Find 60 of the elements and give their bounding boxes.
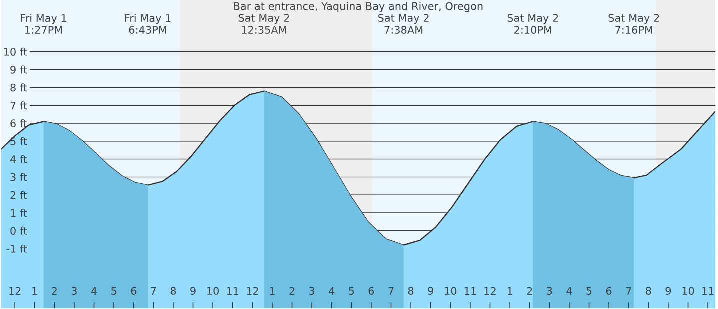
x-tick-label: 12: [247, 287, 258, 296]
x-tick-label: 2: [290, 287, 295, 296]
x-tick-label: 7: [626, 287, 632, 296]
x-tick-label: 7: [388, 287, 394, 296]
annotation: Fri May 1: [125, 14, 171, 24]
annotation: Sat May 2: [378, 14, 429, 24]
x-tick-label: 11: [464, 287, 476, 296]
x-tick-label: 3: [72, 287, 77, 296]
x-tick-label: 12: [10, 287, 21, 296]
y-tick-label: 7 ft: [10, 102, 28, 110]
annotation: Fri May 1: [21, 14, 66, 24]
x-tick-label: 5: [586, 287, 592, 296]
x-tick-label: 3: [310, 287, 315, 296]
x-tick-label: 12: [484, 287, 496, 296]
chart-title: Bar at entrance, Yaquina Bay and River, Oregon: [234, 2, 483, 12]
annotation: 1:27PM: [26, 26, 62, 34]
x-tick-label: 9: [190, 287, 196, 296]
y-tick-label: 6 ft: [10, 120, 28, 128]
y-tick-label: 10 ft: [4, 48, 28, 56]
x-tick-label: 4: [329, 287, 335, 296]
x-tick-label: 10: [208, 287, 219, 296]
x-tick-label: 8: [170, 287, 176, 296]
annotation: Sat May 2: [508, 14, 558, 24]
x-tick-label: 8: [408, 287, 414, 296]
x-tick-label: 6: [131, 287, 137, 296]
x-tick-label: 5: [349, 287, 354, 296]
x-tick-label: 11: [227, 287, 239, 296]
x-tick-label: 7: [151, 287, 156, 296]
y-tick-label: -1 ft: [6, 244, 28, 253]
x-tick-label: 6: [606, 287, 612, 296]
annotation: Sat May 2: [608, 14, 660, 24]
y-tick-label: 9 ft: [10, 66, 28, 74]
y-tick-label: 0 ft: [10, 226, 28, 236]
y-tick-label: 1 ft: [11, 209, 28, 218]
x-tick-label: 9: [666, 287, 672, 296]
x-tick-label: 2: [52, 287, 57, 296]
x-tick-label: 4: [91, 287, 97, 296]
x-tick-label: 1: [270, 287, 275, 296]
annotation: 7:16PM: [616, 26, 652, 34]
x-tick-label: 10: [682, 287, 694, 296]
x-tick-label: 6: [368, 287, 374, 296]
annotation: 7:38AM: [384, 26, 423, 34]
annotation: Sat May 2: [238, 14, 290, 24]
y-tick-label: 8 ft: [10, 84, 28, 92]
x-tick-label: 10: [445, 287, 457, 296]
annotation: 6:43PM: [129, 26, 166, 34]
x-tick-label: 5: [112, 287, 116, 296]
annotation: 2:10PM: [514, 26, 552, 34]
x-tick-label: 9: [428, 287, 434, 296]
x-tick-label: 2: [527, 287, 532, 296]
x-tick-label: 1: [32, 287, 38, 296]
y-tick-label: 4 ft: [10, 155, 28, 164]
x-tick-label: 8: [646, 287, 652, 296]
y-tick-label: 2 ft: [10, 191, 28, 200]
x-tick-label: 3: [547, 287, 552, 296]
annotation: 12:35AM: [242, 26, 286, 34]
x-tick-label: 11: [702, 287, 714, 296]
x-tick-label: 1: [508, 287, 512, 296]
x-tick-label: 4: [566, 287, 572, 296]
y-tick-label: 3 ft: [10, 173, 28, 182]
